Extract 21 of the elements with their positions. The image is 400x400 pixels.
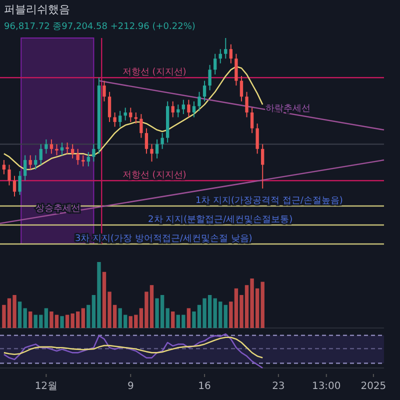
bar [28,312,32,328]
annotation: 저항선 (지지선) [122,68,186,78]
annotation: 2차 지지(분할접근/세컨및손절보통) [148,214,293,225]
x-tick-label: 16 [198,381,211,392]
bar [81,308,85,328]
x-tick-label: 2025 [360,381,386,392]
x-tick-label: 13:00 [312,381,341,392]
chart-title: 퍼블리쉬했음 [4,3,70,16]
bar [260,282,264,328]
bar [171,312,175,328]
x-tick-label: 12월 [34,381,58,392]
bar [186,308,191,328]
x-tick-label: 23 [272,381,285,392]
annotation: 1차 지지(가장공격적 접근/손절높음) [195,196,343,206]
annotation: 저항선 (지지선) [122,170,186,181]
annotation: 하락추세선 [266,104,311,114]
annotation: 상승추세선 [36,204,81,214]
x-tick-label: 9 [127,381,134,392]
bar [224,304,228,328]
chart-subtitle: 96,817.72 종97,204.58 +212.96 (+0.22%) [4,22,196,32]
bar [60,316,64,328]
